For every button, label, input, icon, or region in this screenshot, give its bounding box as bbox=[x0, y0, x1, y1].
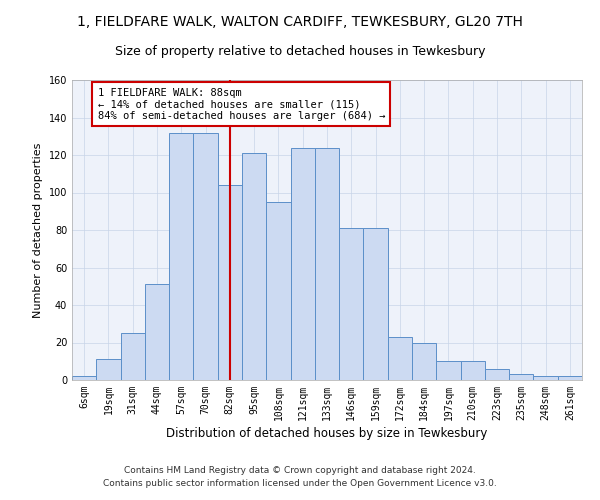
Bar bbox=[509, 374, 533, 380]
Text: Contains HM Land Registry data © Crown copyright and database right 2024.
Contai: Contains HM Land Registry data © Crown c… bbox=[103, 466, 497, 487]
Bar bbox=[72, 376, 96, 380]
Bar bbox=[339, 228, 364, 380]
Bar bbox=[169, 132, 193, 380]
Bar bbox=[412, 342, 436, 380]
X-axis label: Distribution of detached houses by size in Tewkesbury: Distribution of detached houses by size … bbox=[166, 427, 488, 440]
Bar bbox=[461, 361, 485, 380]
Bar bbox=[96, 360, 121, 380]
Text: Size of property relative to detached houses in Tewkesbury: Size of property relative to detached ho… bbox=[115, 45, 485, 58]
Bar bbox=[533, 376, 558, 380]
Text: 1 FIELDFARE WALK: 88sqm
← 14% of detached houses are smaller (115)
84% of semi-d: 1 FIELDFARE WALK: 88sqm ← 14% of detache… bbox=[97, 88, 385, 120]
Bar bbox=[315, 148, 339, 380]
Y-axis label: Number of detached properties: Number of detached properties bbox=[33, 142, 43, 318]
Bar bbox=[218, 185, 242, 380]
Text: 1, FIELDFARE WALK, WALTON CARDIFF, TEWKESBURY, GL20 7TH: 1, FIELDFARE WALK, WALTON CARDIFF, TEWKE… bbox=[77, 15, 523, 29]
Bar bbox=[388, 337, 412, 380]
Bar bbox=[193, 132, 218, 380]
Bar bbox=[364, 228, 388, 380]
Bar bbox=[266, 202, 290, 380]
Bar bbox=[485, 369, 509, 380]
Bar bbox=[290, 148, 315, 380]
Bar bbox=[121, 333, 145, 380]
Bar bbox=[558, 376, 582, 380]
Bar bbox=[436, 361, 461, 380]
Bar bbox=[145, 284, 169, 380]
Bar bbox=[242, 153, 266, 380]
